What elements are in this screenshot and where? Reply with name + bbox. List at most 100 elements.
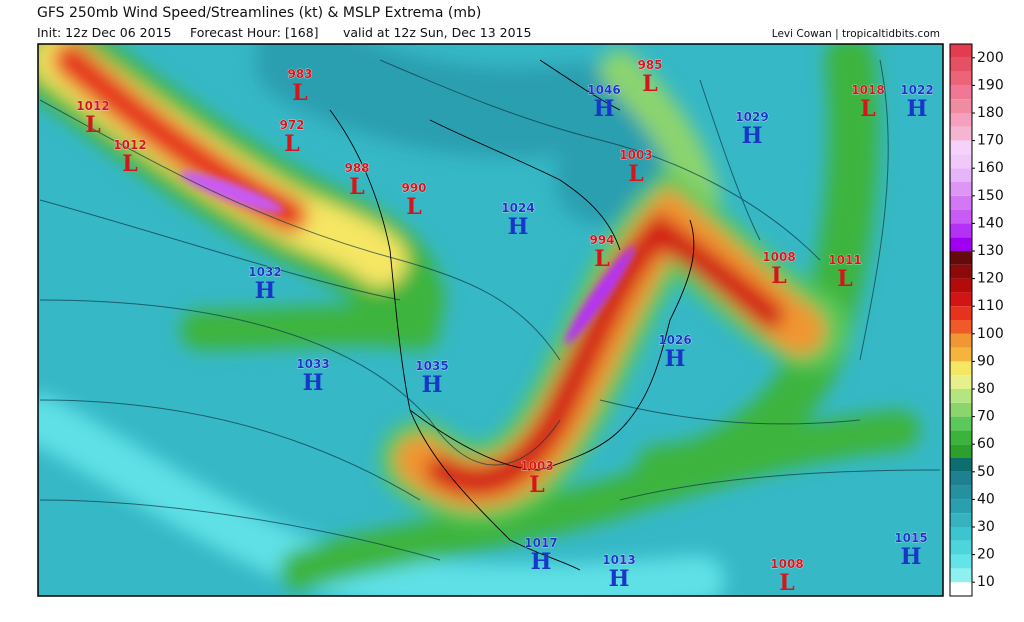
colorbar-label: 10	[977, 574, 995, 590]
colorbar-block	[950, 71, 972, 86]
pressure-type: L	[349, 174, 364, 200]
pressure-value: 1008	[762, 250, 795, 264]
colorbar-block	[950, 430, 972, 445]
pressure-value: 1013	[602, 553, 635, 567]
pressure-type: L	[406, 194, 421, 220]
streamlines	[39, 59, 941, 561]
pressure-value: 972	[279, 118, 304, 132]
colorbar-block	[950, 140, 972, 155]
pressure-type: L	[642, 71, 657, 97]
pressure-type: L	[860, 96, 875, 122]
pressure-value: 983	[287, 67, 312, 81]
pressure-value: 1032	[248, 265, 281, 279]
pressure-value: 1008	[770, 557, 803, 571]
colorbar-block	[950, 347, 972, 362]
colorbar-block	[950, 292, 972, 307]
colorbar-label: 190	[977, 77, 1004, 93]
colorbar-block	[950, 402, 972, 417]
colorbar-block	[950, 361, 972, 376]
colorbar-block	[950, 458, 972, 472]
colorbar-block	[950, 85, 972, 100]
pressure-value: 1022	[900, 83, 933, 97]
colorbar-block	[950, 306, 972, 320]
colorbar-block	[950, 57, 972, 72]
colorbar-block	[950, 513, 972, 527]
coastlines	[329, 59, 695, 571]
colorbar-block	[950, 237, 972, 251]
forecast-hour: Forecast Hour: [168]	[190, 25, 319, 40]
colorbar-label: 50	[977, 464, 995, 480]
colorbar-block	[950, 375, 972, 389]
colorbar-label: 150	[977, 188, 1004, 204]
pressure-type: H	[665, 346, 686, 372]
pressure-type: H	[531, 549, 552, 575]
colorbar-block	[950, 485, 972, 500]
colorbar-block	[950, 320, 972, 334]
pressure-type: L	[771, 263, 786, 289]
colorbar-block	[950, 568, 972, 583]
colorbar: 10 20 30 40 50 60 70 80 90 100 110 120 130 140 150 160 1…	[949, 43, 1004, 597]
colorbar-label: 70	[977, 409, 995, 425]
map-frame	[37, 43, 944, 597]
pressure-value: 988	[344, 161, 369, 175]
pressure-value: 1003	[619, 148, 652, 162]
colorbar-block	[950, 209, 972, 224]
pressure-value: 1033	[296, 357, 329, 371]
pressure-type: L	[779, 570, 794, 596]
colorbar-block	[950, 44, 972, 58]
colorbar-label: 120	[977, 271, 1004, 287]
colorbar-label: 90	[977, 353, 995, 369]
pressure-type: L	[284, 131, 299, 157]
colorbar-label: 60	[977, 436, 995, 452]
colorbar-block	[950, 278, 972, 293]
pressure-value: 1015	[894, 531, 927, 545]
colorbar-block	[950, 99, 972, 113]
pressure-type: L	[85, 112, 100, 138]
pressure-value: 1035	[415, 359, 448, 373]
pressure-type: H	[422, 372, 443, 398]
pressure-type: L	[837, 266, 852, 292]
pressure-value: 1003	[520, 459, 553, 473]
pressure-type: H	[508, 214, 529, 240]
colorbar-block	[950, 471, 972, 486]
colorbar-block	[950, 582, 972, 596]
pressure-type: H	[901, 544, 922, 570]
colorbar-block	[950, 389, 972, 403]
pressure-value: 994	[589, 233, 614, 247]
colorbar-block	[950, 499, 972, 514]
colorbar-block	[950, 416, 972, 431]
colorbar-block	[950, 554, 972, 569]
colorbar-label: 100	[977, 326, 1004, 342]
init-time: Init: 12z Dec 06 2015	[37, 25, 171, 40]
colorbar-label: 200	[977, 50, 1004, 66]
pressure-value: 985	[637, 58, 662, 72]
colorbar-label: 110	[977, 298, 1004, 314]
pressure-value: 1017	[524, 536, 557, 550]
colorbar-label: 20	[977, 547, 995, 563]
pressure-value: 1012	[76, 99, 109, 113]
colorbar-block	[950, 195, 972, 210]
pressure-value: 1026	[658, 333, 691, 347]
pressure-value: 1011	[828, 253, 861, 267]
colorbar-label: 80	[977, 381, 995, 397]
colorbar-label: 160	[977, 160, 1004, 176]
colorbar-label: 40	[977, 491, 995, 507]
